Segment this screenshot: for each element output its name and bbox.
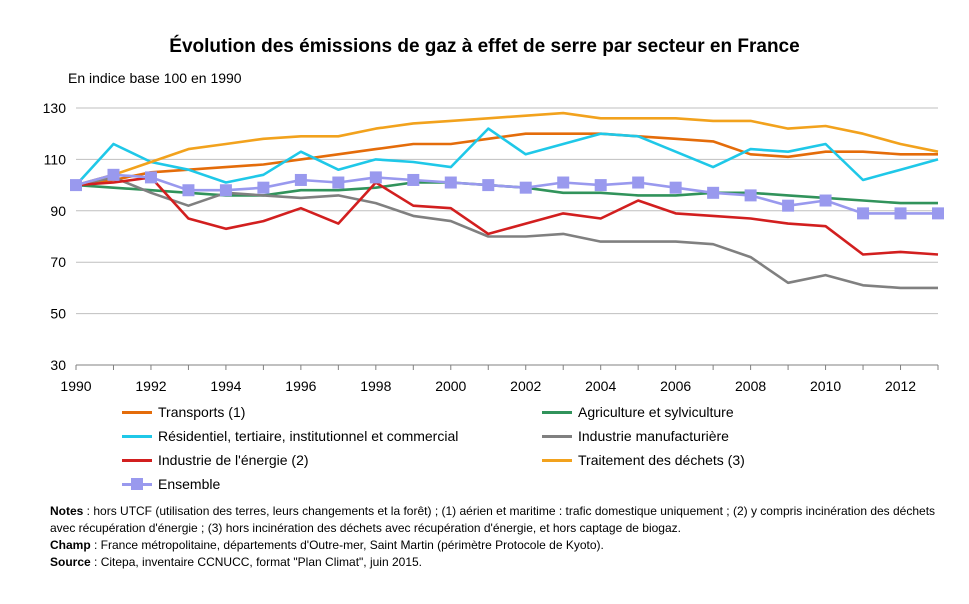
- legend-label: Traitement des déchets (3): [578, 452, 745, 468]
- x-tick-label: 2008: [735, 378, 766, 394]
- legend-swatch: [542, 429, 572, 443]
- x-tick-label: 2010: [810, 378, 841, 394]
- legend-item: Industrie manufacturière: [542, 428, 729, 444]
- x-tick-label: 2004: [585, 378, 616, 394]
- data-point: [182, 184, 195, 197]
- data-point: [444, 176, 457, 189]
- legend-item: Industrie de l'énergie (2): [122, 452, 309, 468]
- data-point: [107, 168, 120, 181]
- y-tick-label: 50: [50, 306, 66, 322]
- data-point: [932, 207, 944, 220]
- series-line-6: [75, 173, 938, 215]
- legend-label: Industrie manufacturière: [578, 428, 729, 444]
- data-point: [519, 181, 532, 194]
- legend-label: Résidentiel, tertiaire, institutionnel e…: [158, 428, 459, 444]
- data-point: [857, 207, 870, 220]
- champ-text: : France métropolitaine, départements d'…: [90, 538, 604, 552]
- legend-swatch: [122, 429, 152, 443]
- data-point: [782, 199, 795, 212]
- series-line-4: [75, 176, 939, 256]
- legend-label: Agriculture et sylviculture: [578, 404, 734, 420]
- chart-legend: Transports (1) Agriculture et sylvicultur…: [122, 404, 842, 494]
- data-point: [594, 179, 607, 192]
- champ-line: Champ : France métropolitaine, départeme…: [50, 537, 945, 554]
- legend-swatch: [122, 453, 152, 467]
- notes-label: Notes: [50, 504, 84, 518]
- legend-swatch: [542, 405, 572, 419]
- chart-subtitle: En indice base 100 en 1990: [68, 70, 242, 86]
- y-tick-label: 70: [50, 254, 66, 270]
- chart-title: Évolution des émissions de gaz à effet d…: [169, 36, 800, 57]
- data-point: [144, 171, 157, 184]
- data-point: [70, 179, 82, 192]
- series-line-3: [75, 176, 938, 290]
- y-tick-label: 110: [44, 151, 67, 167]
- x-tick-label: 1990: [60, 378, 91, 394]
- data-point: [707, 186, 720, 199]
- series-line-2: [75, 127, 939, 186]
- legend-item: Agriculture et sylviculture: [542, 404, 734, 420]
- legend-label: Industrie de l'énergie (2): [158, 452, 309, 468]
- x-tick-label: 1992: [135, 378, 166, 394]
- data-point: [369, 171, 382, 184]
- data-point: [744, 189, 757, 202]
- legend-item: Traitement des déchets (3): [542, 452, 745, 468]
- data-point: [669, 181, 682, 194]
- data-point: [219, 184, 232, 197]
- legend-swatch: [122, 405, 152, 419]
- x-tick-label: 2000: [435, 378, 466, 394]
- notes-text: : hors UTCF (utilisation des terres, leu…: [50, 504, 936, 535]
- data-point: [332, 176, 345, 189]
- x-tick-label: 1996: [285, 378, 316, 394]
- series-line-0: [75, 132, 938, 187]
- chart-plot: 30 50 70 90 110 130 1990 1992 1994 1996 1998 2000 20…: [43, 100, 944, 394]
- legend-swatch: [542, 453, 572, 467]
- legend-item: Ensemble: [122, 476, 220, 492]
- data-point: [482, 179, 495, 192]
- x-tick-label: 2002: [510, 378, 541, 394]
- y-tick-label: 130: [43, 100, 67, 116]
- series-line-5: [75, 111, 939, 187]
- data-point: [257, 181, 270, 194]
- legend-label: Transports (1): [158, 404, 246, 420]
- chart-notes: Notes : hors UTCF (utilisation des terre…: [50, 503, 945, 571]
- notes-line: Notes : hors UTCF (utilisation des terre…: [50, 503, 945, 537]
- x-tick-label: 1998: [360, 378, 391, 394]
- x-tick-label: 1994: [210, 378, 241, 394]
- x-tick-label: 2012: [885, 378, 916, 394]
- y-tick-label: 90: [50, 203, 66, 219]
- data-point: [894, 207, 907, 220]
- data-point: [294, 173, 307, 186]
- source-text: : Citepa, inventaire CCNUCC, format "Pla…: [90, 555, 422, 569]
- y-tick-label: 30: [50, 357, 66, 373]
- champ-label: Champ: [50, 538, 91, 552]
- source-label: Source: [50, 555, 91, 569]
- source-line: Source : Citepa, inventaire CCNUCC, form…: [50, 554, 945, 571]
- legend-item: Résidentiel, tertiaire, institutionnel e…: [122, 428, 458, 444]
- data-point: [819, 194, 832, 207]
- data-point: [557, 176, 570, 189]
- legend-item: Transports (1): [122, 404, 245, 420]
- x-tick-label: 2006: [660, 378, 691, 394]
- legend-swatch: [122, 477, 152, 491]
- data-point: [632, 176, 645, 189]
- legend-label: Ensemble: [158, 476, 221, 492]
- data-point: [407, 173, 420, 186]
